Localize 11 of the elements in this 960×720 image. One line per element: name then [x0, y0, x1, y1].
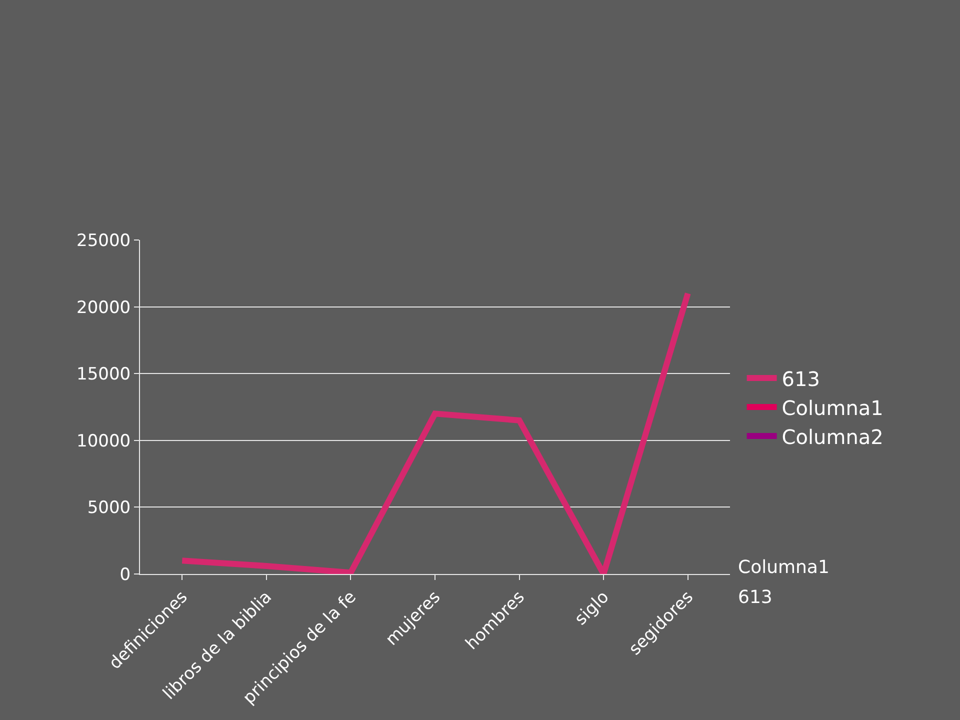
- legend-label: Columna2: [782, 424, 884, 449]
- y-tick-label: 20000: [76, 298, 131, 318]
- legend-label: Columna1: [782, 396, 884, 420]
- legend-label: 613: [782, 366, 820, 391]
- y-tick-label: 5000: [87, 498, 131, 518]
- y-tick-label: 10000: [76, 431, 131, 452]
- y-tick-label: 15000: [76, 364, 131, 385]
- y-tick-label: 0: [120, 564, 131, 585]
- text: Columna1: [738, 557, 830, 578]
- y-tick-label: 25000: [76, 230, 131, 251]
- text: 613: [738, 587, 772, 608]
